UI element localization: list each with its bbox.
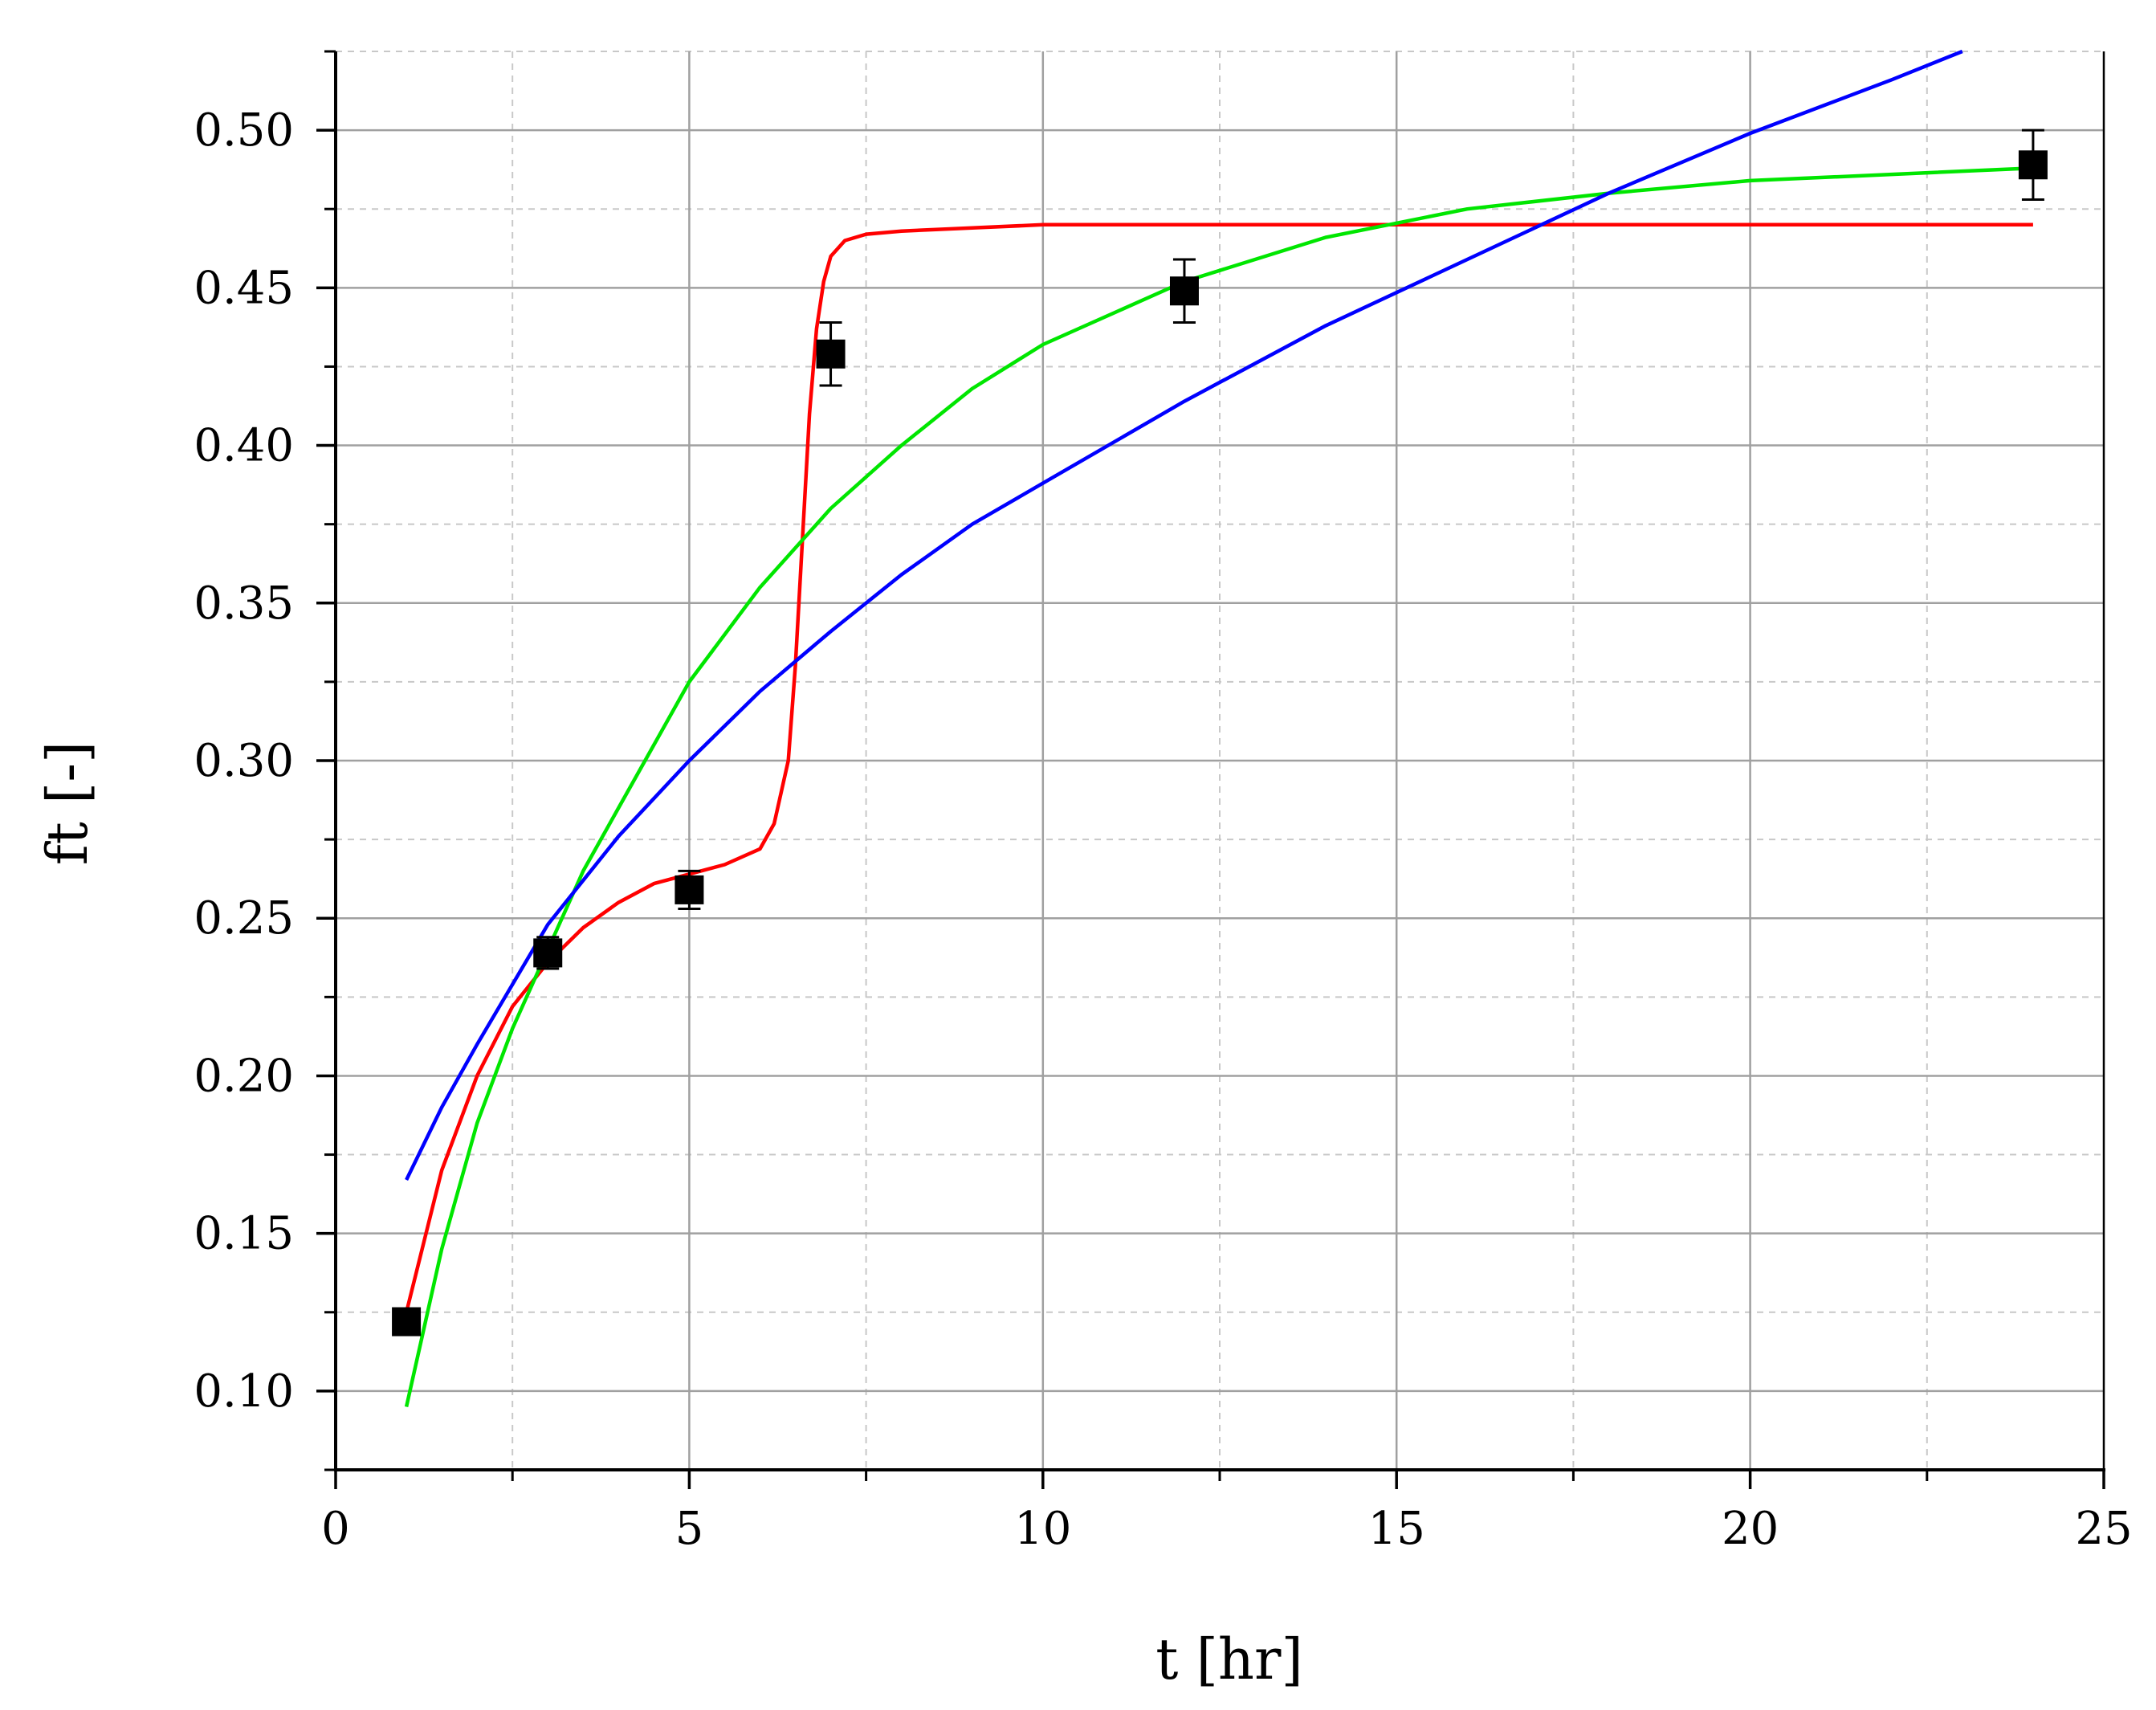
y-tick-label: 0.20 [194, 1050, 294, 1102]
data-point [816, 339, 846, 369]
y-tick-label: 0.15 [194, 1208, 294, 1260]
data-point [392, 1307, 422, 1337]
data-point [2018, 150, 2048, 180]
series-line-1 [404, 222, 2033, 1313]
y-tick-label: 0.25 [194, 892, 294, 945]
series-line-2 [404, 165, 2034, 1407]
y-tick-label: 0.10 [194, 1365, 294, 1418]
x-axis-title: t [hr] [1155, 1626, 1303, 1692]
y-tick-label: 0.40 [194, 420, 294, 472]
grid-major [336, 51, 2104, 1470]
data-point [1169, 276, 1199, 306]
x-tick-label: 15 [1368, 1503, 1425, 1555]
y-tick-label: 0.50 [194, 104, 294, 157]
data-points [392, 129, 2048, 1337]
data-point [675, 875, 704, 904]
y-tick-label: 0.35 [194, 577, 294, 630]
series-line-3 [405, 49, 1963, 1181]
y-tick-label: 0.30 [194, 735, 294, 787]
x-tick-label: 0 [321, 1503, 350, 1555]
x-tick-label: 10 [1014, 1503, 1071, 1555]
x-tick-label: 25 [2075, 1503, 2132, 1555]
x-tick-labels: 0 5 10 15 20 25 [321, 1503, 2132, 1555]
data-point [533, 938, 563, 968]
y-tick-label: 0.45 [194, 262, 294, 314]
x-tick-label: 20 [1722, 1503, 1779, 1555]
axes [316, 50, 2105, 1489]
x-tick-label: 5 [675, 1503, 704, 1555]
y-tick-labels: 0.10 0.15 0.20 0.25 0.30 0.35 0.40 0.45 0.50 [194, 104, 294, 1418]
y-axis-title: ft [-] [35, 741, 100, 866]
